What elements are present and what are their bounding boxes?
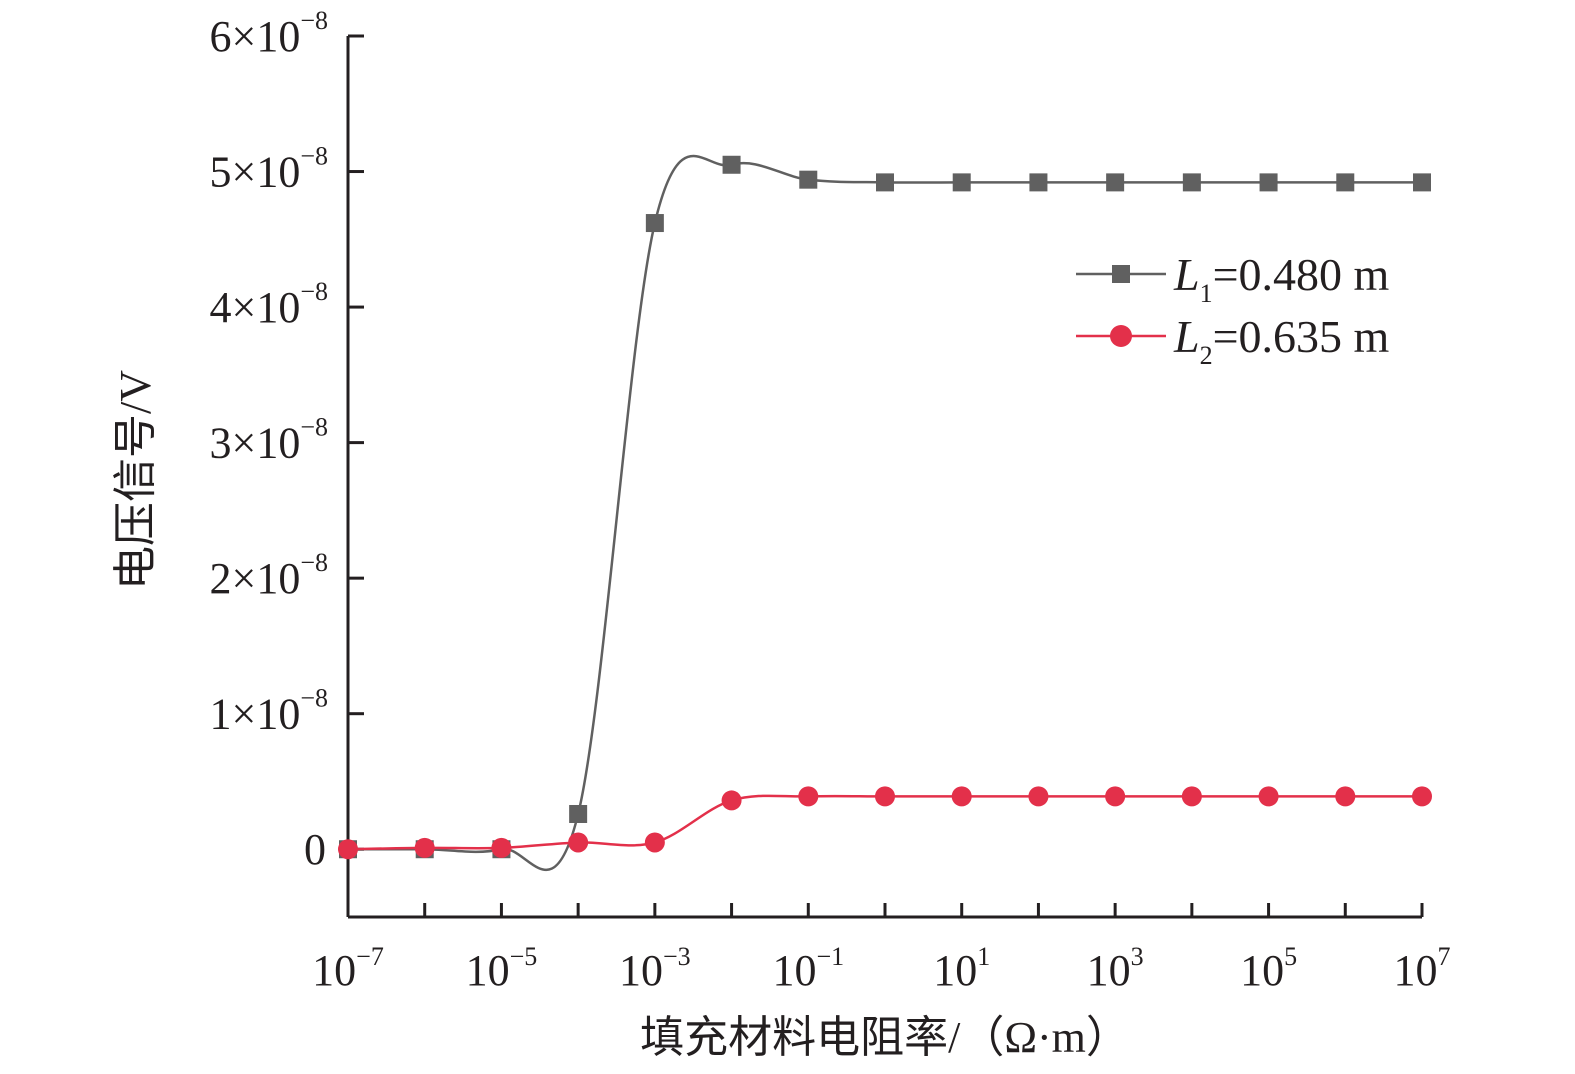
data-point-circle	[875, 786, 895, 807]
legend-label: L2=0.635 m	[1173, 311, 1390, 370]
data-point-square	[1413, 173, 1431, 192]
data-point-circle	[1335, 786, 1356, 807]
data-point-square	[1336, 173, 1355, 192]
x-tick-label: 10−3	[619, 942, 691, 995]
data-point-square	[1259, 173, 1278, 192]
data-point-circle	[798, 786, 819, 807]
y-tick-label: 0	[304, 825, 326, 874]
x-axis-label: 填充材料电阻率/（Ω·m）	[640, 1013, 1130, 1062]
axes: 10−7 10−5 10−3 10−1 101 103 105 107 0 1×10−8 2×10−…	[210, 6, 1451, 995]
y-tick-label: 1×10−8	[210, 684, 329, 739]
y-tick-label: 6×10−8	[210, 6, 329, 61]
x-tick-label: 103	[1087, 942, 1144, 995]
legend-label: L1=0.480 m	[1173, 249, 1390, 308]
data-point-circle	[721, 790, 742, 811]
data-point-circle	[1105, 786, 1126, 807]
legend-marker-circle	[1110, 325, 1132, 347]
data-point-square	[799, 170, 818, 189]
data-point-circle	[491, 837, 512, 858]
data-point-circle	[568, 832, 589, 853]
y-tick-label: 5×10−8	[210, 142, 329, 197]
data-point-square	[722, 155, 741, 174]
x-tick-label: 10−7	[312, 942, 384, 995]
data-point-circle	[338, 839, 358, 860]
x-tick-label: 101	[933, 942, 990, 995]
data-point-square	[1106, 173, 1125, 192]
data-point-circle	[414, 837, 435, 858]
series-line-L1	[348, 154, 1422, 872]
y-axis-label: 电压信号/V	[111, 370, 160, 590]
x-tick-label: 105	[1240, 942, 1297, 995]
y-tick-label: 3×10−8	[210, 413, 329, 468]
data-point-square	[645, 214, 664, 233]
data-point-circle	[1181, 786, 1202, 807]
data-point-circle	[1412, 786, 1432, 807]
legend: L1=0.480 mL2=0.635 m	[1076, 249, 1390, 370]
data-point-circle	[1028, 786, 1049, 807]
y-tick-label: 4×10−8	[210, 277, 329, 332]
series-group	[338, 154, 1432, 872]
data-point-square	[876, 173, 894, 192]
x-tick-label: 10−5	[466, 942, 538, 995]
legend-marker-square	[1112, 265, 1130, 283]
y-tick-label: 2×10−8	[210, 548, 329, 603]
x-tick-label: 10−1	[772, 942, 844, 995]
data-point-circle	[644, 832, 665, 853]
x-tick-label: 107	[1394, 942, 1451, 995]
data-point-square	[1029, 173, 1048, 192]
data-point-circle	[951, 786, 972, 807]
data-point-square	[952, 173, 971, 192]
data-point-square	[1182, 173, 1201, 192]
data-point-circle	[1258, 786, 1279, 807]
data-point-square	[569, 804, 588, 823]
